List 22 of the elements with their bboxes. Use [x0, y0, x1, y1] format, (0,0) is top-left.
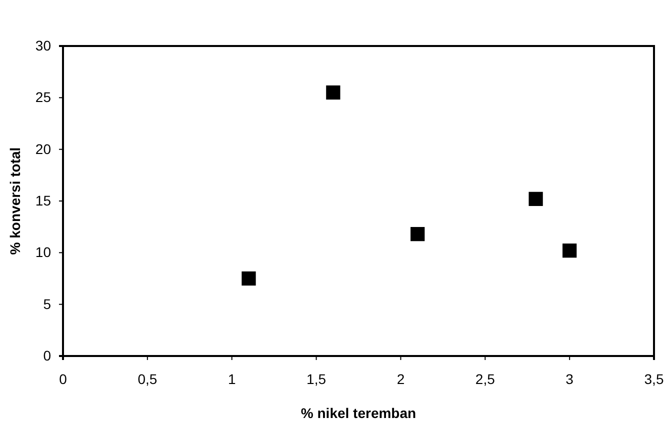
- y-axis-title: % konversi total: [7, 147, 23, 255]
- y-tick-label: 0: [43, 347, 52, 364]
- point: [528, 192, 543, 206]
- point: [410, 226, 425, 242]
- y-tick-label: 25: [35, 89, 52, 106]
- y-tick-label: 30: [35, 37, 52, 54]
- point: [562, 244, 577, 258]
- y-tick-label: 15: [35, 192, 52, 208]
- point: [242, 271, 256, 286]
- point: [326, 85, 340, 100]
- y-tick-label: 20: [35, 140, 52, 157]
- x-axis-title: % nikel teremban: [300, 405, 416, 421]
- x-tick-label: 1: [228, 370, 236, 387]
- y-tick-label: 5: [43, 296, 52, 312]
- x-tick-label: 0: [59, 370, 68, 387]
- x-tick-label: 2,5: [475, 370, 496, 387]
- y-tick-label: 10: [35, 244, 52, 260]
- x-tick-label: 2: [396, 370, 405, 387]
- x-tick-label: 0,5: [138, 370, 158, 387]
- x-tick-label: 1,5: [306, 370, 326, 387]
- x-tick-label: 3,5: [644, 370, 664, 387]
- x-tick-label: 3: [566, 370, 574, 387]
